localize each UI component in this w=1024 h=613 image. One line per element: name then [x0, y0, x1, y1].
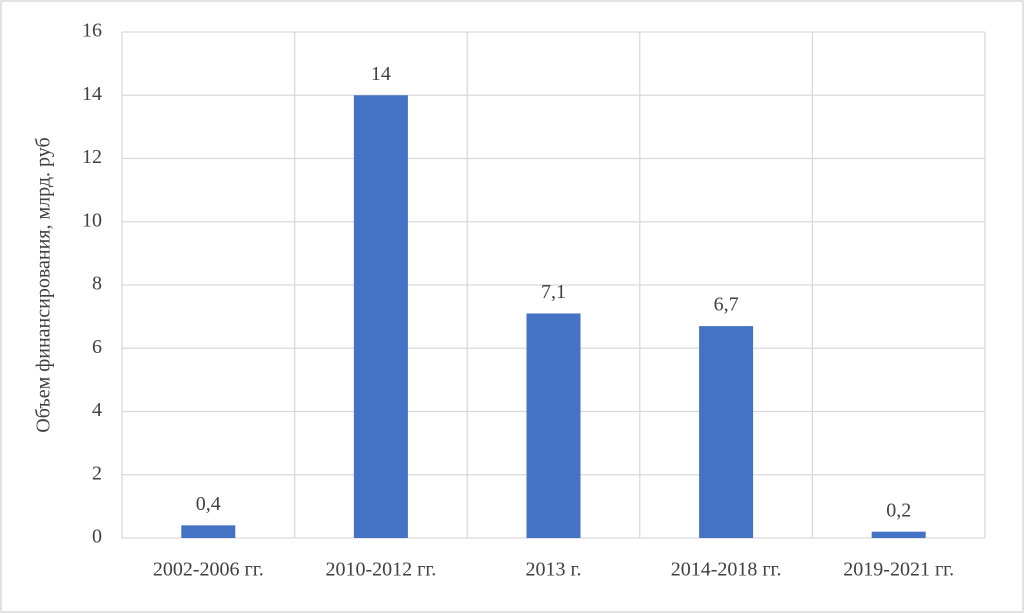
x-tick-label: 2019-2021 гг.	[843, 559, 954, 581]
x-tick-label: 2002-2006 гг.	[153, 559, 264, 581]
data-label: 7,1	[541, 281, 566, 303]
y-axis-label: Объем финансирования, млрд. руб	[33, 137, 55, 432]
x-tick-label: 2013 г.	[526, 559, 582, 581]
x-tick-label: 2010-2012 гг.	[325, 559, 436, 581]
y-tick-label: 16	[82, 20, 102, 42]
data-label: 0,2	[886, 499, 911, 521]
y-tick-label: 2	[92, 462, 102, 484]
data-label: 14	[371, 63, 391, 85]
y-tick-label: 10	[82, 209, 102, 231]
bar	[871, 531, 926, 538]
data-label: 6,7	[714, 294, 739, 316]
y-tick-label: 0	[92, 526, 102, 548]
bar	[181, 525, 236, 538]
y-tick-label: 6	[92, 336, 102, 358]
y-tick-label: 4	[92, 399, 102, 421]
bar	[699, 326, 754, 538]
y-tick-label: 8	[92, 273, 102, 295]
y-tick-label: 12	[82, 146, 102, 168]
data-label: 0,4	[196, 493, 221, 515]
x-tick-label: 2014-2018 гг.	[671, 559, 782, 581]
y-tick-label: 14	[82, 83, 102, 105]
bar	[353, 95, 408, 538]
bar	[526, 313, 581, 538]
